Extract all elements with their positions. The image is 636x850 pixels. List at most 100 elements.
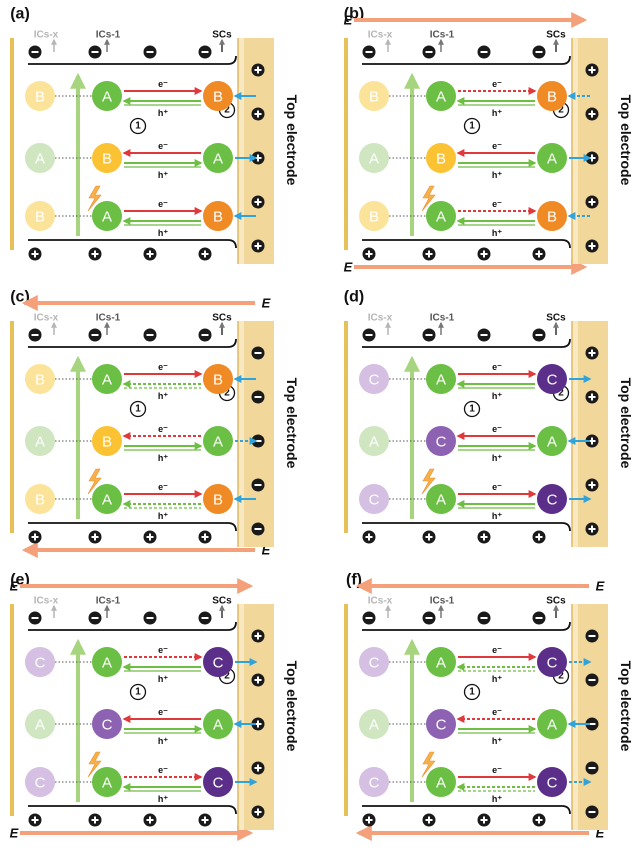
molecule-letter: C	[436, 717, 447, 734]
top-electrode-label: Top electrode	[284, 378, 300, 469]
molecule-letter: B	[547, 89, 557, 106]
bottom-layer-line	[28, 805, 237, 815]
molecule-row: e⁻ h⁺ C A C	[359, 362, 592, 401]
left-substrate-bar	[344, 321, 348, 533]
molecule-A-mid	[426, 767, 456, 797]
molecule-B-right	[203, 81, 233, 111]
molecule-A-mid	[426, 201, 456, 231]
ics-x-label: ICs-x	[34, 313, 59, 324]
scs-label: SCs	[546, 313, 566, 324]
ics-x-label: ICs-x	[368, 313, 393, 324]
molecule-row: e⁻ h⁺ A B A	[25, 424, 258, 463]
molecule-C-right	[537, 647, 567, 677]
molecule-row: e⁻ h⁺ B A B	[25, 362, 256, 401]
molecule-A-left	[25, 709, 55, 739]
molecule-letter: C	[213, 775, 224, 792]
molecule-letter: A	[369, 717, 379, 734]
bottom-layer-line	[362, 239, 571, 249]
panel-d: (d) Top electrode ICs-x ICs-1 SCs 1 2 e⁻ h⁺ C A Ce⁻…	[344, 289, 634, 547]
molecule-A-left	[25, 426, 55, 456]
field-label: E	[10, 579, 19, 594]
molecule-B-left	[359, 201, 389, 231]
molecule-A-mid	[426, 484, 456, 514]
region-1-label: 1	[469, 404, 475, 415]
molecule-A-right	[537, 143, 567, 173]
hole-label: h⁺	[158, 108, 168, 118]
region-1-label: 1	[135, 121, 141, 132]
panel-label: (a)	[10, 6, 30, 23]
lightning-icon	[421, 185, 436, 212]
lightning-icon	[421, 751, 436, 778]
scs-label: SCs	[212, 313, 232, 324]
ics-x-label: ICs-x	[34, 596, 59, 607]
electron-label: e⁻	[492, 79, 502, 89]
electron-label: e⁻	[492, 424, 502, 434]
left-substrate-bar	[344, 604, 348, 816]
molecule-C-mid	[426, 426, 456, 456]
molecule-B-right	[203, 484, 233, 514]
molecule-A-right	[537, 709, 567, 739]
molecule-letter: A	[102, 209, 112, 226]
molecule-row: e⁻ h⁺ C A C	[359, 645, 592, 684]
ics-1-label: ICs-1	[96, 30, 121, 41]
molecule-row: e⁻ h⁺ A B A	[25, 141, 258, 180]
region-1-marker	[463, 400, 481, 418]
electron-label: e⁻	[158, 141, 168, 151]
molecule-B-mid	[426, 143, 456, 173]
lightning-icon	[87, 751, 102, 778]
molecule-letter: A	[369, 151, 379, 168]
molecule-A-right	[537, 426, 567, 456]
region-2-label: 2	[558, 388, 564, 399]
electron-label: e⁻	[492, 645, 502, 655]
ics-x-label: ICs-x	[368, 596, 393, 607]
top-layer-line	[28, 55, 237, 65]
molecule-letter: A	[436, 775, 446, 792]
molecule-letter: C	[213, 655, 224, 672]
region-2-label: 2	[224, 671, 230, 682]
molecule-A-right	[203, 143, 233, 173]
hole-label: h⁺	[492, 170, 502, 180]
electron-label: e⁻	[158, 645, 168, 655]
electron-label: e⁻	[492, 707, 502, 717]
molecule-letter: A	[547, 151, 557, 168]
top-electrode-label: Top electrode	[284, 661, 300, 752]
molecule-letter: B	[102, 434, 112, 451]
hole-label: h⁺	[492, 108, 502, 118]
molecule-letter: A	[436, 372, 446, 389]
molecule-C-left	[25, 767, 55, 797]
electron-label: e⁻	[158, 362, 168, 372]
molecule-B-right	[203, 201, 233, 231]
molecule-letter: A	[213, 717, 223, 734]
hole-label: h⁺	[158, 674, 168, 684]
electron-label: e⁻	[158, 424, 168, 434]
molecule-row: e⁻ h⁺ C A C	[359, 482, 592, 521]
molecule-letter: C	[369, 492, 380, 509]
molecule-A-left	[359, 426, 389, 456]
molecule-B-left	[25, 201, 55, 231]
field-label: E	[596, 826, 605, 841]
molecule-C-left	[359, 647, 389, 677]
top-layer-line	[362, 338, 571, 348]
electron-label: e⁻	[492, 765, 502, 775]
electron-label: e⁻	[492, 141, 502, 151]
molecule-letter: C	[35, 775, 46, 792]
hole-label: h⁺	[492, 453, 502, 463]
top-electrode-label: Top electrode	[618, 378, 634, 469]
molecule-C-mid	[92, 709, 122, 739]
electron-label: e⁻	[492, 362, 502, 372]
molecule-row: e⁻ h⁺ B A B	[25, 482, 256, 521]
region-2-label: 2	[558, 671, 564, 682]
lightning-icon	[87, 185, 102, 212]
molecule-letter: A	[436, 89, 446, 106]
molecule-row: e⁻ h⁺ A C A	[359, 707, 590, 746]
molecule-C-left	[359, 767, 389, 797]
molecule-letter: C	[35, 655, 46, 672]
ics-1-label: ICs-1	[96, 313, 121, 324]
molecule-row: e⁻ h⁺ C A C	[25, 645, 258, 684]
molecule-row: e⁻ h⁺ B A B	[359, 79, 590, 118]
molecule-C-right	[203, 647, 233, 677]
